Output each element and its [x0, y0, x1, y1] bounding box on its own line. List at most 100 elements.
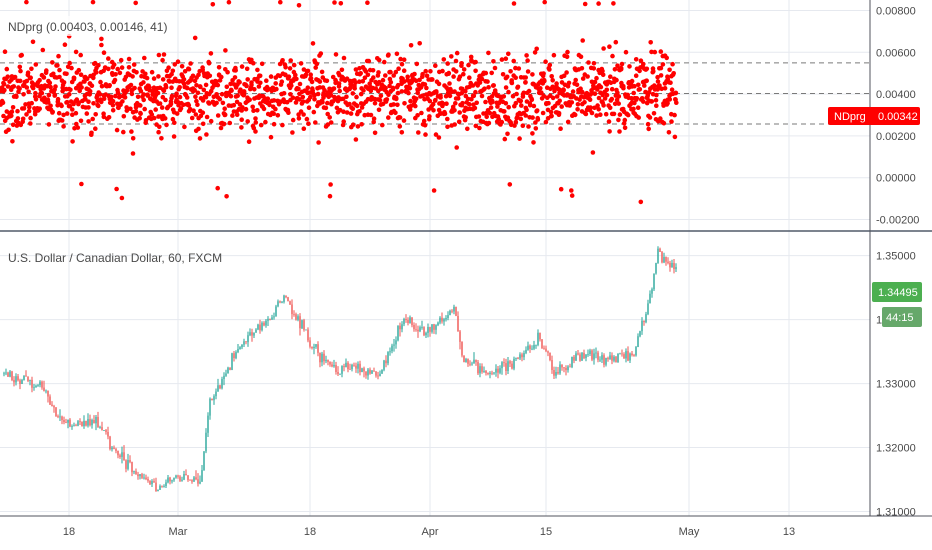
indicator-point: [113, 72, 118, 77]
candle: [37, 384, 39, 387]
candle-body: [73, 425, 75, 427]
indicator-point: [615, 63, 620, 68]
time-axis[interactable]: 18 Mar 18 Apr 15 May 13: [63, 526, 795, 538]
indicator-point: [359, 105, 365, 110]
candle: [575, 351, 577, 361]
candle-body: [81, 421, 83, 427]
indicator-point: [247, 97, 252, 102]
candle-body: [63, 420, 65, 423]
indicator-point: [447, 93, 453, 99]
candle: [181, 476, 183, 482]
indicator-point: [523, 113, 528, 118]
indicator-point: [526, 88, 532, 94]
indicator-point: [401, 79, 407, 84]
indicator-point: [506, 104, 512, 110]
price-axis[interactable]: 0.008000.006000.004000.002000.00000-0.00…: [876, 6, 919, 519]
candle-body: [539, 332, 541, 340]
indicator-point: [11, 84, 17, 89]
candle-body: [193, 477, 195, 482]
price-pane-legend[interactable]: U.S. Dollar / Canadian Dollar, 60, FXCM: [8, 251, 222, 265]
candle: [611, 352, 613, 365]
indicator-point: [60, 88, 65, 94]
indicator-point: [667, 67, 672, 73]
indicator-point: [460, 100, 465, 106]
candle-body: [199, 481, 201, 484]
indicator-point: [377, 97, 383, 103]
candle-body: [513, 358, 515, 369]
indicator-point: [565, 49, 570, 55]
indicator-point: [2, 49, 8, 54]
candle-body: [5, 372, 7, 374]
candle-body: [53, 406, 55, 408]
candle-body: [447, 315, 449, 318]
indicator-point: [244, 83, 249, 89]
candle-body: [381, 369, 383, 374]
candle: [461, 341, 463, 358]
indicator-point: [163, 97, 168, 103]
candle: [229, 367, 231, 371]
indicator-point: [445, 61, 451, 66]
indicator-point: [637, 87, 643, 92]
candle-body: [529, 345, 531, 349]
indicator-legend[interactable]: NDprg (0.00403, 0.00146, 41): [8, 20, 167, 34]
indicator-point: [271, 98, 277, 103]
price-candles[interactable]: [3, 246, 677, 492]
candle-body: [545, 348, 547, 352]
indicator-point: [658, 65, 664, 71]
indicator-point: [503, 101, 509, 106]
indicator-point: [612, 101, 618, 107]
indicator-point: [196, 72, 201, 78]
candle: [631, 351, 633, 357]
indicator-point: [423, 68, 429, 74]
indicator-point: [198, 84, 203, 90]
candle: [15, 373, 17, 386]
candle-body: [583, 352, 585, 359]
indicator-point: [223, 48, 228, 53]
candle-body: [621, 353, 623, 355]
indicator-point: [664, 55, 669, 61]
candle: [487, 372, 489, 376]
indicator-point: [466, 62, 471, 68]
candle-body: [415, 329, 417, 331]
candle-body: [507, 361, 509, 371]
indicator-point: [513, 65, 518, 71]
candle-body: [375, 371, 377, 376]
indicator-point: [110, 102, 116, 108]
indicator-point: [130, 136, 136, 141]
indicator-badge-box: [828, 107, 920, 125]
candle-body: [433, 324, 435, 330]
indicator-point: [323, 105, 329, 111]
candle: [331, 361, 333, 368]
indicator-point: [126, 56, 132, 62]
indicator-point: [303, 73, 308, 79]
indicator-point: [135, 94, 141, 100]
indicator-point: [601, 46, 606, 51]
candle-body: [255, 329, 257, 333]
candle-body: [595, 352, 597, 354]
candle: [163, 484, 165, 488]
candle: [235, 350, 237, 360]
candle-body: [113, 447, 115, 449]
indicator-point: [380, 122, 385, 128]
candle: [165, 479, 167, 488]
candle-body: [77, 421, 79, 426]
indicator-point: [166, 65, 171, 70]
indicator-point: [298, 61, 304, 66]
indicator-point: [370, 68, 376, 73]
candle: [531, 345, 533, 351]
indicator-point: [380, 77, 386, 83]
candle: [499, 365, 501, 375]
indicator-point: [506, 51, 511, 57]
indicator-point: [115, 90, 121, 96]
indicator-point: [130, 74, 135, 79]
candle-body: [307, 329, 309, 341]
indicator-point: [331, 86, 337, 91]
candle-body: [439, 317, 441, 323]
indicator-point: [358, 71, 364, 76]
candle-body: [627, 351, 629, 361]
indicator-point: [561, 88, 566, 93]
indicator-point: [666, 130, 672, 135]
indicator-scatter[interactable]: [0, 0, 679, 205]
candle: [475, 359, 477, 366]
